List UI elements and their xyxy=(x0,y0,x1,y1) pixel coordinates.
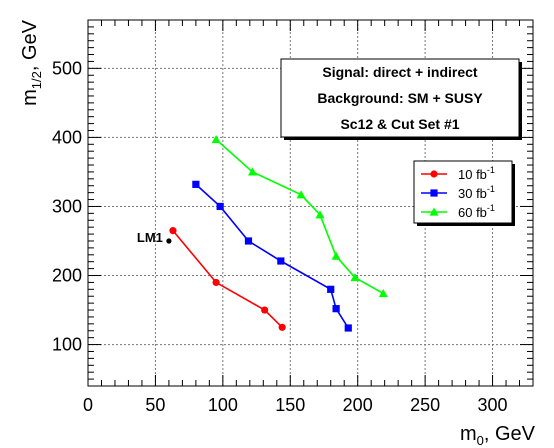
x-tick-label: 300 xyxy=(478,395,508,415)
x-tick-label: 50 xyxy=(145,395,165,415)
y-tick-label: 100 xyxy=(52,335,82,355)
data-point xyxy=(212,278,220,287)
series-1 xyxy=(169,227,286,331)
legend-entry-2: 30 fb-1 xyxy=(421,184,495,201)
tick-labels: 0 50 100 150 200 250 300 100 200 300 400 500 xyxy=(52,58,508,415)
x-tick-label: 150 xyxy=(275,395,305,415)
data-point xyxy=(332,305,340,313)
data-point xyxy=(169,227,177,235)
x-tick-label: 0 xyxy=(83,395,93,415)
legend-swatch-marker xyxy=(430,189,438,197)
y-tick-label: 400 xyxy=(52,127,82,147)
info-box-line-1: Signal: direct + indirect xyxy=(322,64,478,80)
data-point xyxy=(211,134,221,144)
x-tick-label: 100 xyxy=(208,395,238,415)
series-3 xyxy=(211,134,388,298)
data-point xyxy=(216,202,224,211)
legend-swatch-marker xyxy=(429,207,439,216)
info-box: Signal: direct + indirect Background: SM… xyxy=(280,58,522,140)
y-tick-label: 300 xyxy=(52,196,82,216)
legend-entry-3: 60 fb-1 xyxy=(421,203,495,220)
y-tick-label: 200 xyxy=(52,266,82,286)
legend-swatch-marker xyxy=(430,170,438,178)
legend-label: 30 fb-1 xyxy=(458,184,495,201)
info-box-line-2: Background: SM + SUSY xyxy=(317,90,483,106)
x-tick-label: 250 xyxy=(410,395,440,415)
data-point xyxy=(327,285,335,293)
data-point xyxy=(296,190,306,199)
data-point xyxy=(350,273,360,282)
lm1-point xyxy=(166,238,172,244)
info-box-line-3: Sc12 & Cut Set #1 xyxy=(340,116,459,132)
legend-entry-1: 10 fb-1 xyxy=(421,165,495,182)
x-tick-label: 200 xyxy=(343,395,373,415)
data-point xyxy=(315,210,325,219)
legend: 10 fb-1 30 fb-1 60 fb-1 xyxy=(413,160,515,226)
data-point xyxy=(278,323,286,331)
lm1-label: LM1 xyxy=(137,230,163,245)
plot-frame xyxy=(87,19,534,387)
data-point xyxy=(248,167,258,176)
data-point xyxy=(244,237,253,245)
series-line xyxy=(172,230,283,328)
data-point xyxy=(277,257,285,265)
legend-label: 10 fb-1 xyxy=(458,165,495,182)
info-box-panel xyxy=(280,58,520,138)
data-point xyxy=(192,180,200,188)
data-point xyxy=(344,324,352,332)
data-point xyxy=(331,251,341,260)
data-point xyxy=(378,288,388,298)
y-tick-label: 500 xyxy=(52,58,82,78)
y-axis-label: m1/2, GeV xyxy=(19,19,44,106)
x-axis-label: m0, GeV xyxy=(460,423,536,448)
series-2 xyxy=(192,180,352,332)
series-group xyxy=(169,134,388,332)
legend-label: 60 fb-1 xyxy=(458,203,495,220)
lm1-annotation: LM1 xyxy=(137,230,172,245)
data-point xyxy=(261,306,269,314)
